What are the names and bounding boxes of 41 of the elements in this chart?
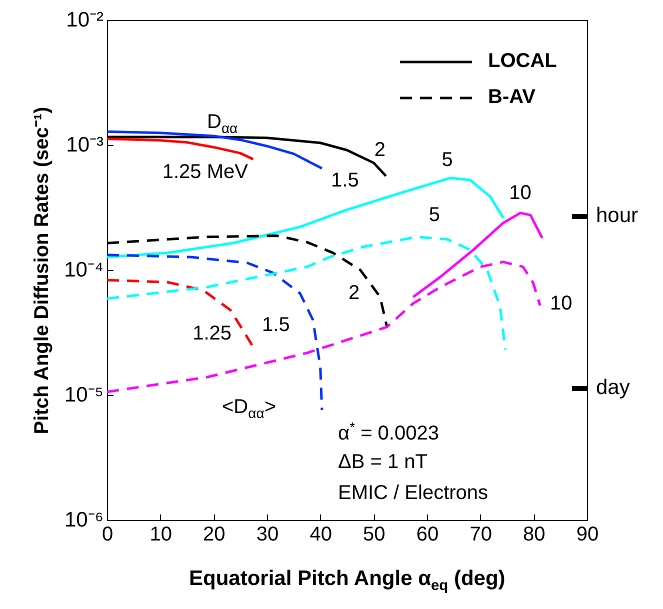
- line-series: [107, 278, 254, 347]
- annotation: ΔB = 1 nT: [338, 451, 428, 473]
- y-tick-label: 10⁻²: [66, 8, 104, 32]
- series-label: 10: [550, 292, 572, 314]
- y-axis-title: Pitch Angle Diffusion Rates (sec⁻¹): [31, 106, 54, 434]
- annotation: <D$_{αα}$>: [222, 396, 276, 421]
- x-tick-label: 0: [102, 524, 114, 546]
- y-tick-label: 10⁻⁶: [64, 508, 104, 532]
- x-tick-label: 20: [203, 524, 226, 546]
- x-tick-label: 40: [310, 524, 332, 546]
- annotation: D$_{αα}$: [207, 111, 238, 136]
- x-tick-label: 10: [150, 524, 172, 546]
- line-series: [107, 138, 254, 160]
- series-label: 1.5: [331, 169, 359, 192]
- x-tick-label: 30: [256, 524, 279, 546]
- line-series: [107, 254, 324, 412]
- series-label: 10: [509, 182, 532, 204]
- y-tick-label: 10⁻⁴: [64, 258, 104, 282]
- series-label: 1.25: [192, 322, 232, 344]
- text: day: [596, 376, 630, 399]
- x-axis-title: Equatorial Pitch Angle α$_{eq}$ (deg): [189, 567, 506, 594]
- annotation: EMIC / Electrons: [338, 482, 488, 504]
- text: hour: [596, 204, 638, 227]
- annotation: LOCAL: [488, 50, 557, 72]
- annotation: α$^{*}$ = 0.0023: [338, 419, 439, 445]
- y-tick-label: 10⁻³: [66, 134, 104, 156]
- annotation: B-AV: [488, 86, 536, 108]
- series-label: 2: [348, 282, 360, 304]
- x-tick-label: 50: [363, 524, 386, 546]
- y-tick-label: 10⁻⁵: [64, 384, 104, 406]
- line-series: [107, 260, 542, 394]
- series-label: 1.5: [262, 314, 290, 336]
- series-label: 1.25 MeV: [162, 161, 249, 184]
- series-label: 5: [428, 204, 440, 226]
- x-tick-label: 60: [416, 524, 439, 546]
- series-label: 5: [442, 148, 453, 171]
- line-series: [107, 236, 507, 352]
- x-tick-label: 90: [576, 524, 599, 546]
- series-label: 2: [374, 138, 386, 161]
- x-tick-label: 70: [470, 524, 492, 546]
- x-tick-label: 80: [523, 524, 546, 546]
